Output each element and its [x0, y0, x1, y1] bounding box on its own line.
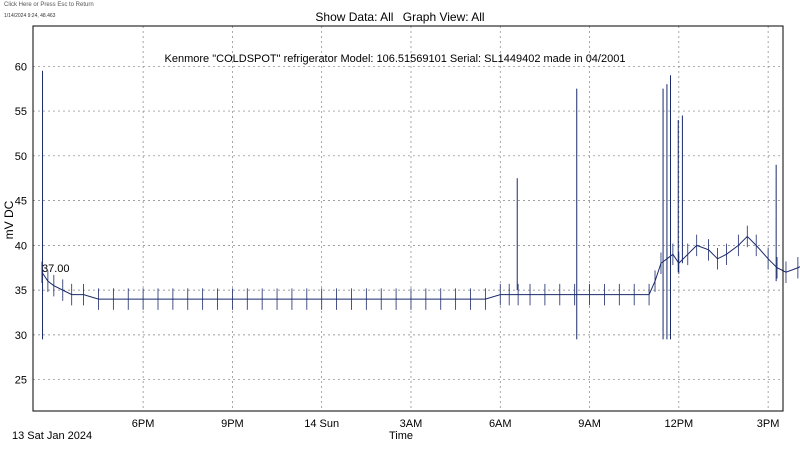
tick-labels: 25 30 35 40 45 50 55 60 6PM 9PM 14 Sun 3AM 6AM 9AM 12P…	[15, 61, 780, 430]
marker-value-label: 37.00	[42, 263, 70, 275]
chart-title: Kenmore "COLDSPOT" refrigerator Model: 1…	[165, 53, 626, 65]
plot-frame	[32, 25, 784, 412]
return-hint[interactable]: Click Here or Press Esc to Return	[4, 2, 94, 8]
x-axis-label: Time	[389, 430, 414, 442]
x-tick-label: 3AM	[400, 418, 423, 430]
y-axis-label: mV DC	[2, 200, 16, 239]
series-layer	[41, 70, 800, 340]
y-tick-label: 30	[15, 330, 27, 342]
view-header: Show Data: All Graph View: All	[0, 10, 800, 24]
y-tick-label: 50	[15, 151, 27, 163]
series-line	[41, 235, 800, 300]
y-tick-label: 55	[15, 106, 27, 118]
grid-lines	[33, 26, 783, 411]
timestamp-readout: 1/14/2024 9:24, 48.463	[4, 13, 56, 19]
y-tick-label: 40	[15, 240, 27, 252]
x-tick-label: 6PM	[132, 418, 155, 430]
graph-view-label[interactable]: Graph View: All	[402, 10, 485, 24]
y-tick-label: 35	[15, 285, 27, 297]
x-tick-label: 6AM	[489, 418, 512, 430]
y-tick-label: 45	[15, 196, 27, 208]
x-tick-label: 3PM	[757, 418, 780, 430]
y-tick-label: 60	[15, 61, 27, 73]
y-tick-label: 25	[15, 375, 27, 387]
show-data-label[interactable]: Show Data: All	[315, 10, 394, 24]
date-label: 13 Sat Jan 2024	[12, 430, 93, 442]
x-tick-label: 12PM	[664, 418, 693, 430]
x-tick-label: 14 Sun	[304, 418, 339, 430]
x-tick-label: 9AM	[578, 418, 601, 430]
x-tick-label: 9PM	[221, 418, 244, 430]
